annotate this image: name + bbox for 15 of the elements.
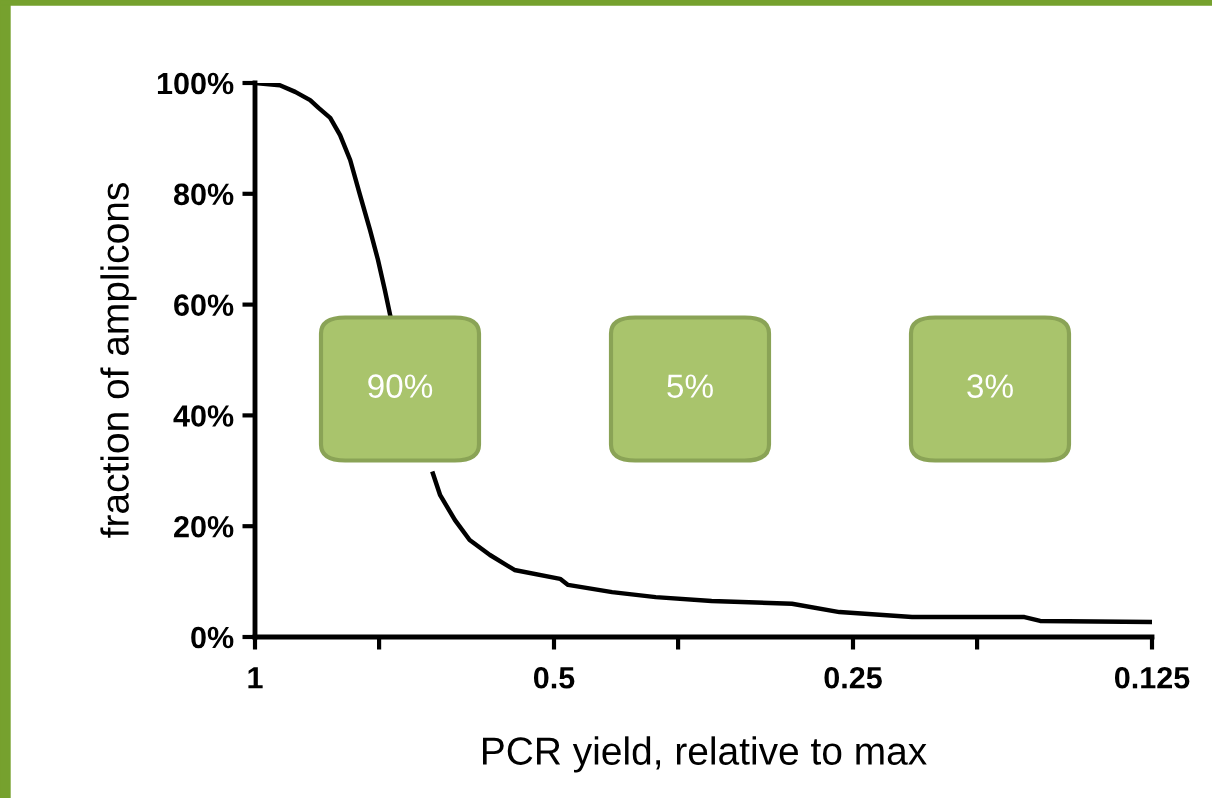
x-axis-title: PCR yield, relative to max xyxy=(483,736,927,773)
x-tick-label: 0.125 xyxy=(1114,666,1190,689)
x-tick-label: 0.25 xyxy=(824,666,882,689)
y-tick-label: 0% xyxy=(191,626,234,649)
y-tick-label: 40% xyxy=(173,405,234,427)
y-tick-label: 100% xyxy=(157,72,234,95)
x-tick-label: 0.5 xyxy=(533,666,575,689)
y-tick-label: 80% xyxy=(173,183,234,206)
y-axis-title: fraction of amplicons xyxy=(100,183,137,538)
annotation: 90% xyxy=(368,374,433,398)
annotation: 5% xyxy=(667,374,713,398)
annotation: 3% xyxy=(967,374,1013,398)
y-tick-label: 60% xyxy=(174,294,234,316)
x-tick-label: 1 xyxy=(248,667,263,689)
y-tick-label: 20% xyxy=(174,515,234,538)
